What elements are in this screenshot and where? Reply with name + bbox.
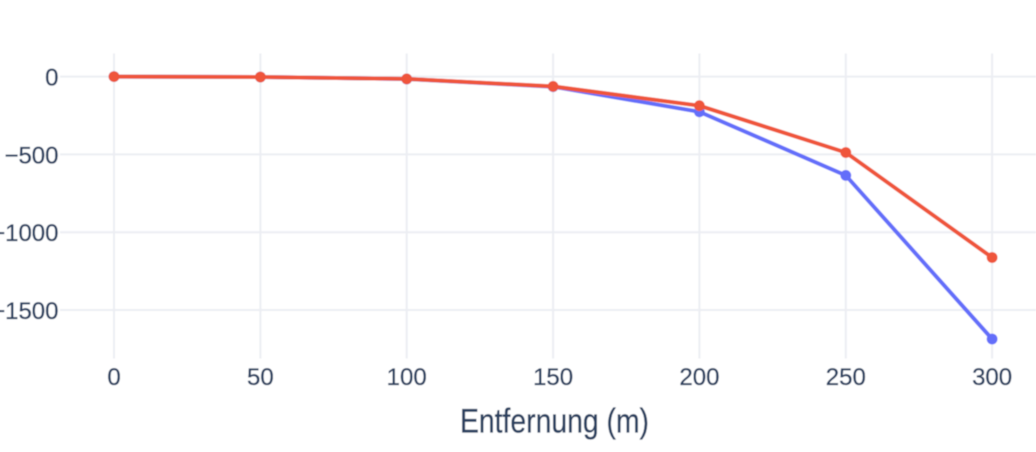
svg-text:250: 250 <box>826 364 866 391</box>
svg-text:50: 50 <box>247 364 274 391</box>
svg-text:200: 200 <box>679 364 719 391</box>
svg-text:−500: −500 <box>4 142 58 169</box>
svg-text:Entfernung (m): Entfernung (m) <box>460 403 649 441</box>
svg-text:150: 150 <box>533 364 573 391</box>
svg-text:100: 100 <box>387 364 427 391</box>
svg-text:300: 300 <box>972 364 1012 391</box>
svg-text:−1500: −1500 <box>0 298 59 325</box>
svg-text:0: 0 <box>107 364 120 391</box>
svg-text:−1000: −1000 <box>0 220 59 247</box>
svg-text:0: 0 <box>45 65 58 92</box>
